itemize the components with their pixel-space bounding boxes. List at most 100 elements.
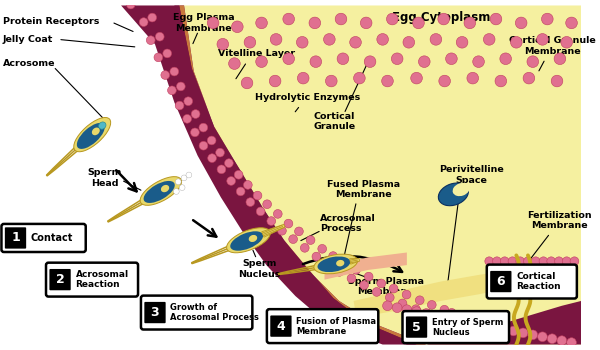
Circle shape xyxy=(451,315,460,324)
Text: Fusion of Plasma
Membrane: Fusion of Plasma Membrane xyxy=(296,317,376,336)
Circle shape xyxy=(199,123,208,132)
Circle shape xyxy=(562,257,571,266)
Text: Contact: Contact xyxy=(31,233,73,243)
Circle shape xyxy=(398,299,407,308)
FancyBboxPatch shape xyxy=(49,269,71,290)
Circle shape xyxy=(500,53,511,64)
Circle shape xyxy=(306,236,315,244)
Text: 5: 5 xyxy=(412,321,421,334)
Circle shape xyxy=(360,281,368,289)
FancyBboxPatch shape xyxy=(487,265,577,299)
Circle shape xyxy=(217,165,226,174)
Circle shape xyxy=(439,75,451,87)
Circle shape xyxy=(538,332,547,342)
Polygon shape xyxy=(350,258,359,264)
Circle shape xyxy=(464,17,476,29)
FancyBboxPatch shape xyxy=(406,316,427,338)
Text: Cortical Granule
Membrane: Cortical Granule Membrane xyxy=(509,36,596,56)
Ellipse shape xyxy=(140,177,182,205)
Circle shape xyxy=(184,97,193,106)
Circle shape xyxy=(440,305,449,314)
Circle shape xyxy=(441,313,451,322)
Circle shape xyxy=(186,172,192,178)
Circle shape xyxy=(347,274,356,283)
Circle shape xyxy=(364,56,376,68)
Circle shape xyxy=(554,257,563,266)
Circle shape xyxy=(412,307,421,316)
Circle shape xyxy=(528,330,538,340)
Text: Jelly Coat: Jelly Coat xyxy=(3,35,53,44)
Ellipse shape xyxy=(143,181,175,203)
Polygon shape xyxy=(184,6,581,344)
Circle shape xyxy=(383,301,392,310)
Circle shape xyxy=(352,266,361,274)
Circle shape xyxy=(413,17,424,29)
Text: Hydrolytic Enzymes: Hydrolytic Enzymes xyxy=(256,93,361,102)
Ellipse shape xyxy=(439,183,469,206)
Circle shape xyxy=(224,159,233,168)
Circle shape xyxy=(386,13,398,25)
Polygon shape xyxy=(179,6,426,344)
Circle shape xyxy=(467,72,479,84)
Circle shape xyxy=(284,219,293,228)
Circle shape xyxy=(312,252,321,261)
Circle shape xyxy=(323,34,335,45)
Circle shape xyxy=(263,200,271,209)
Circle shape xyxy=(127,0,135,9)
Circle shape xyxy=(493,257,502,266)
Circle shape xyxy=(236,187,245,196)
Circle shape xyxy=(377,34,388,45)
Text: Perivitelline
Space: Perivitelline Space xyxy=(439,165,504,185)
Circle shape xyxy=(566,338,577,348)
Circle shape xyxy=(176,82,185,91)
Circle shape xyxy=(431,310,441,320)
Circle shape xyxy=(561,36,572,48)
Circle shape xyxy=(229,58,240,69)
Circle shape xyxy=(511,36,522,48)
Text: Acrosomal
Reaction: Acrosomal Reaction xyxy=(76,270,128,289)
Circle shape xyxy=(523,72,535,84)
Ellipse shape xyxy=(227,228,271,253)
Circle shape xyxy=(456,36,468,48)
Circle shape xyxy=(175,101,184,110)
Circle shape xyxy=(527,56,539,68)
Circle shape xyxy=(335,13,347,25)
Circle shape xyxy=(489,322,499,332)
Circle shape xyxy=(460,316,470,326)
Circle shape xyxy=(179,185,185,190)
Circle shape xyxy=(199,141,208,150)
Circle shape xyxy=(516,257,524,266)
Circle shape xyxy=(232,21,243,33)
Text: Growth of
Acrosomal Process: Growth of Acrosomal Process xyxy=(170,303,259,322)
FancyBboxPatch shape xyxy=(270,315,292,337)
Text: 4: 4 xyxy=(277,320,286,332)
FancyBboxPatch shape xyxy=(46,262,138,296)
Circle shape xyxy=(337,53,349,64)
Circle shape xyxy=(485,257,494,266)
Text: Fused Plasma
Membrane: Fused Plasma Membrane xyxy=(327,180,400,199)
Circle shape xyxy=(484,34,495,45)
Circle shape xyxy=(256,207,265,216)
Text: 3: 3 xyxy=(151,306,160,319)
Circle shape xyxy=(215,148,224,157)
Text: Sperm
Nucleus: Sperm Nucleus xyxy=(238,259,281,279)
Circle shape xyxy=(244,36,256,48)
Circle shape xyxy=(509,326,518,336)
Circle shape xyxy=(382,75,393,87)
Circle shape xyxy=(566,17,577,29)
Circle shape xyxy=(170,67,179,76)
Circle shape xyxy=(318,244,326,253)
Circle shape xyxy=(392,303,402,313)
Text: 2: 2 xyxy=(56,273,64,286)
Circle shape xyxy=(536,34,548,45)
Circle shape xyxy=(173,189,179,194)
Text: Entry of Sperm
Nucleus: Entry of Sperm Nucleus xyxy=(432,317,503,337)
Circle shape xyxy=(267,217,275,225)
Text: Cortical
Granule: Cortical Granule xyxy=(313,112,355,131)
FancyBboxPatch shape xyxy=(403,311,509,343)
Circle shape xyxy=(415,296,424,304)
Text: Egg Cytoplasm: Egg Cytoplasm xyxy=(392,10,490,23)
Polygon shape xyxy=(383,301,581,344)
Circle shape xyxy=(547,257,556,266)
Circle shape xyxy=(295,227,304,236)
